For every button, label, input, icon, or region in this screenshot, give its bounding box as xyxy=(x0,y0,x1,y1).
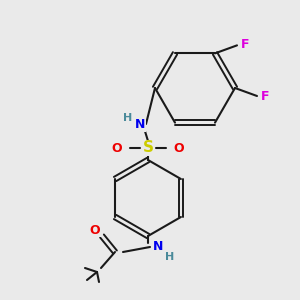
Text: F: F xyxy=(261,89,269,103)
Text: F: F xyxy=(241,38,249,51)
Text: O: O xyxy=(90,224,100,236)
Text: H: H xyxy=(165,252,175,262)
Text: H: H xyxy=(123,113,133,123)
Text: O: O xyxy=(174,142,184,154)
Text: N: N xyxy=(135,118,145,131)
Text: N: N xyxy=(153,241,163,254)
Text: O: O xyxy=(112,142,122,154)
Text: S: S xyxy=(142,140,154,155)
